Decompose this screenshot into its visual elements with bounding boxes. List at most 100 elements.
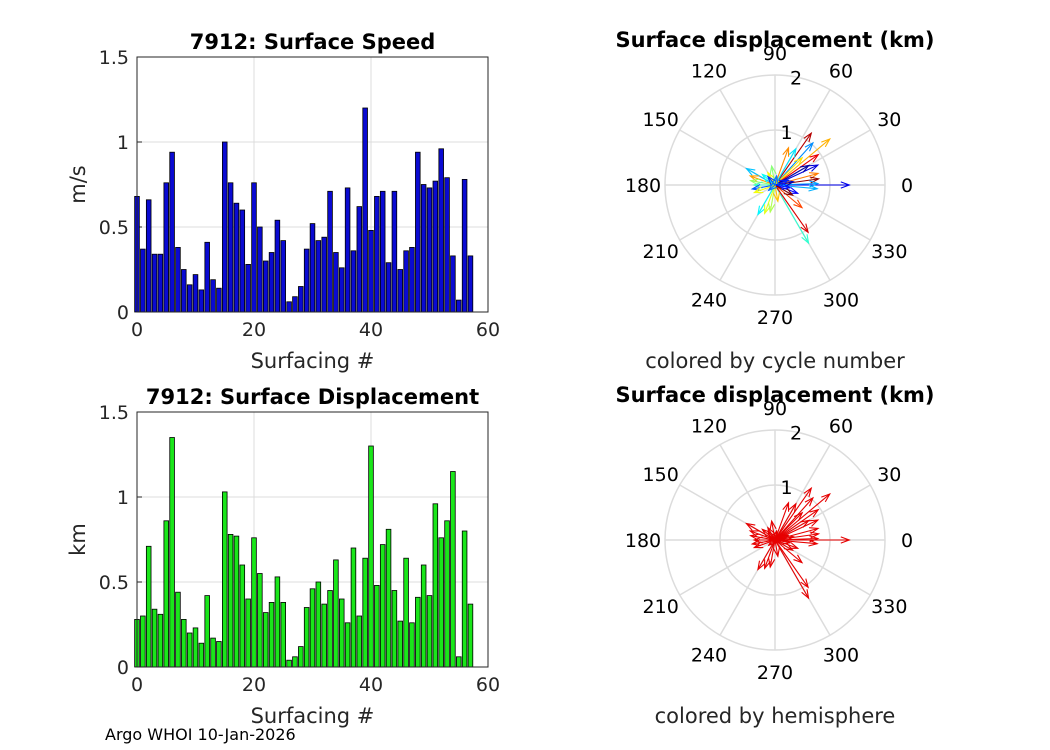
arrow-head bbox=[782, 501, 790, 512]
arrow-head bbox=[767, 537, 778, 547]
bar bbox=[461, 530, 468, 668]
x-tick-label: 0 bbox=[131, 674, 143, 696]
arrow-head bbox=[752, 541, 764, 549]
bar bbox=[362, 107, 368, 313]
y-tick-label: 1.5 bbox=[99, 47, 129, 69]
y-axis-label: km bbox=[66, 523, 90, 556]
theta-tick-label: 0 bbox=[901, 530, 913, 552]
bar bbox=[192, 627, 199, 668]
theta-tick-label: 90 bbox=[763, 43, 787, 65]
arrow-head bbox=[745, 522, 756, 531]
arrow-shaft bbox=[757, 184, 776, 215]
bar bbox=[257, 226, 263, 313]
bar bbox=[257, 573, 263, 668]
arrow-shaft bbox=[774, 539, 791, 544]
arrow-shaft bbox=[774, 539, 809, 588]
theta-tick-label: 60 bbox=[829, 416, 853, 438]
displacement-arrow bbox=[774, 182, 792, 190]
bar bbox=[227, 534, 234, 668]
bar bbox=[339, 598, 345, 668]
bar bbox=[415, 151, 421, 313]
arrow-head bbox=[752, 186, 764, 194]
bar bbox=[286, 659, 292, 668]
bar bbox=[186, 632, 193, 668]
bar bbox=[192, 274, 199, 313]
displacement-arrow bbox=[769, 164, 777, 186]
bar bbox=[450, 255, 456, 313]
arrow-shaft bbox=[774, 534, 789, 541]
arrow-head bbox=[752, 536, 763, 544]
bar bbox=[245, 263, 251, 313]
displacement-arrow bbox=[774, 537, 792, 545]
bar bbox=[420, 184, 427, 313]
arrow-shaft bbox=[774, 539, 810, 599]
bar bbox=[274, 576, 281, 668]
arrow-shaft bbox=[774, 184, 810, 244]
polar-hemisphere-chart: 0 30 60 90 120 150 180 210 240 270 300 330 1 2 Surface… bbox=[615, 383, 934, 728]
arrow-head bbox=[809, 508, 820, 518]
bar bbox=[438, 148, 444, 313]
bar bbox=[333, 252, 339, 313]
bar bbox=[157, 613, 164, 668]
x-axis-label: Surfacing # bbox=[251, 704, 375, 728]
theta-tick-label: 180 bbox=[625, 175, 661, 197]
displacement-arrow bbox=[774, 502, 797, 541]
arrow-shaft bbox=[757, 539, 776, 570]
arrow-shaft bbox=[774, 132, 812, 186]
bar bbox=[175, 591, 181, 668]
displacement-arrow bbox=[764, 539, 776, 570]
theta-tick-label: 300 bbox=[823, 644, 859, 666]
bar bbox=[186, 284, 193, 313]
bar bbox=[210, 279, 216, 313]
bar bbox=[344, 187, 351, 313]
bar bbox=[181, 269, 187, 313]
arrow-head bbox=[750, 539, 762, 547]
bar bbox=[397, 269, 403, 313]
arrow-head bbox=[782, 146, 790, 157]
arrow-head bbox=[749, 533, 760, 541]
bar bbox=[432, 503, 439, 668]
bar bbox=[280, 602, 286, 668]
bar bbox=[227, 182, 234, 313]
x-tick-label: 60 bbox=[476, 319, 500, 341]
displacement-arrow bbox=[764, 184, 776, 215]
bar bbox=[309, 588, 316, 668]
bar bbox=[415, 596, 421, 668]
bar bbox=[157, 253, 164, 313]
bar bbox=[339, 267, 345, 313]
bar bbox=[204, 595, 210, 668]
bar bbox=[409, 622, 415, 668]
bar bbox=[403, 557, 409, 668]
bar bbox=[356, 206, 363, 313]
theta-tick-label: 210 bbox=[643, 596, 679, 618]
arrow-head bbox=[809, 172, 820, 180]
x-tick-label: 0 bbox=[131, 319, 143, 341]
arrow-head bbox=[809, 527, 820, 535]
bar bbox=[233, 535, 240, 668]
bar bbox=[368, 445, 374, 668]
x-tick-label: 60 bbox=[476, 674, 500, 696]
polar-caption: colored by hemisphere bbox=[655, 704, 896, 728]
bar bbox=[169, 151, 175, 313]
displacement-arrow bbox=[774, 493, 832, 541]
displacement-arrow bbox=[774, 164, 820, 186]
x-tick-label: 20 bbox=[242, 319, 266, 341]
arrow-shaft bbox=[769, 539, 776, 568]
x-tick-label: 40 bbox=[359, 674, 383, 696]
r-tick-label: 1 bbox=[781, 477, 793, 499]
displacement-arrow bbox=[774, 184, 804, 209]
arrow-head bbox=[772, 192, 780, 203]
bar bbox=[344, 622, 351, 668]
arrow-head bbox=[821, 493, 832, 503]
bar bbox=[420, 564, 427, 668]
arrow-shaft bbox=[774, 148, 797, 186]
arrow-head bbox=[783, 542, 795, 551]
bar bbox=[356, 615, 363, 668]
surface-speed-chart: 0 20 40 60 0 0.5 1 1.5 7912: Surface Speed Surfac… bbox=[66, 30, 500, 373]
bar bbox=[268, 602, 275, 668]
arrow-head bbox=[781, 182, 792, 190]
theta-tick-label: 240 bbox=[691, 644, 727, 666]
bar bbox=[292, 656, 298, 668]
displacement-arrow bbox=[774, 519, 811, 541]
displacement-arrow bbox=[774, 539, 810, 600]
